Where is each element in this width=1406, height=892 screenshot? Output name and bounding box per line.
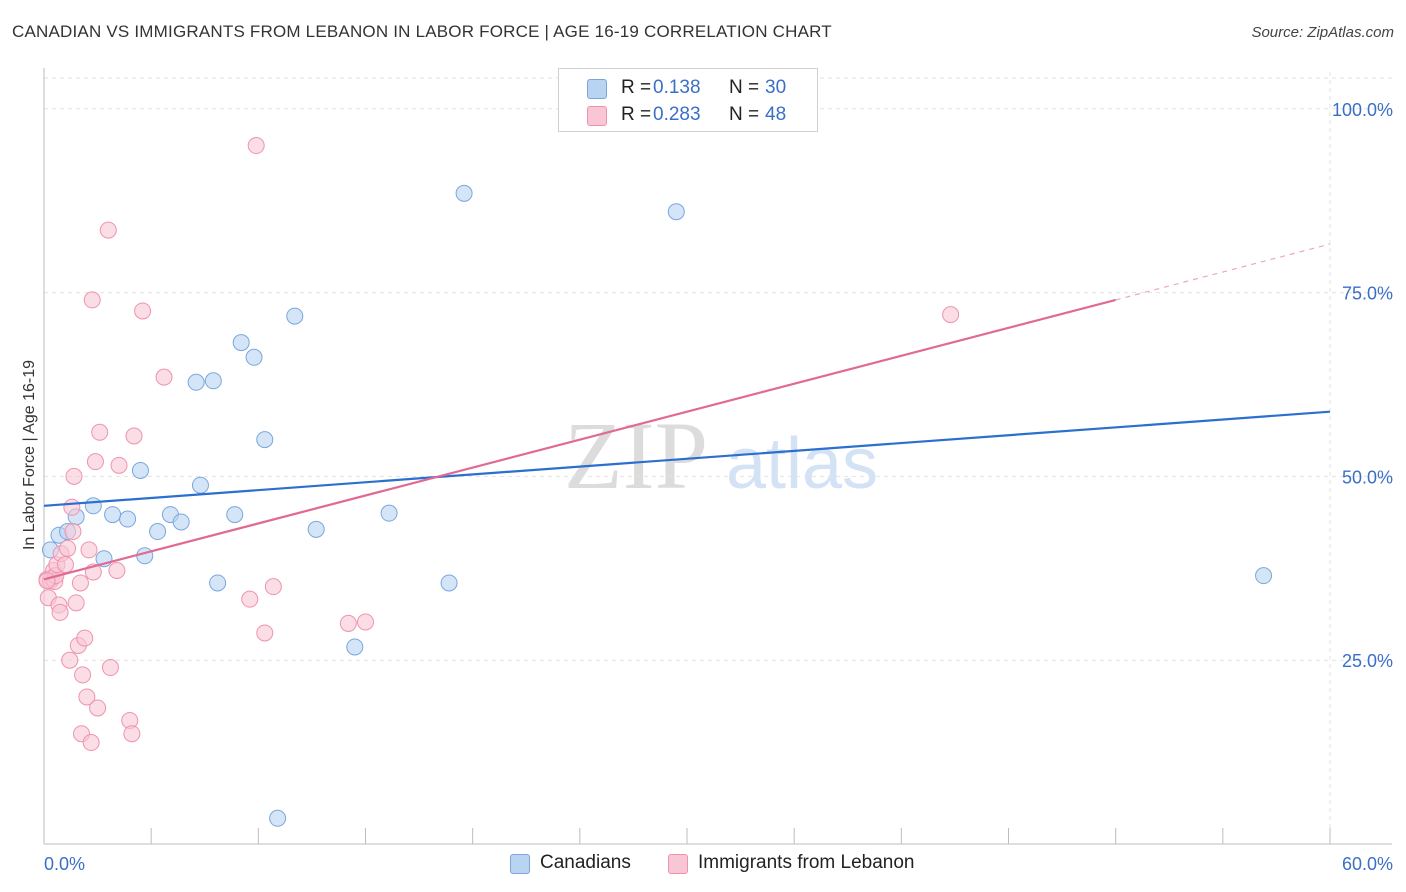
lebanon-point-16 [65, 467, 83, 485]
canadians-point-13 [187, 373, 205, 391]
lebanon-point-40 [247, 137, 265, 155]
canadians-point-20 [256, 431, 274, 449]
lebanon-point-46 [942, 306, 960, 324]
bottom-lebanon-swatch [668, 854, 688, 874]
lebanon-point-34 [110, 456, 128, 474]
lebanon-point-11 [56, 556, 74, 574]
lebanon-point-42 [256, 624, 274, 642]
lebanon-point-19 [71, 574, 89, 592]
canadians-point-4 [84, 497, 102, 515]
lebanon-point-47 [38, 572, 56, 590]
lebanon-point-26 [83, 291, 101, 309]
lebanon-swatch [587, 106, 607, 126]
watermark: ZIP atlas [564, 402, 878, 509]
canadians-point-10 [149, 523, 167, 541]
canadians-point-28 [667, 203, 685, 221]
canadians-n-label: N = [729, 77, 760, 98]
y-tick-label-0: 25.0% [1342, 651, 1393, 671]
lebanon-point-9 [51, 603, 69, 621]
lebanon-point-38 [134, 302, 152, 320]
watermark-zip: ZIP [564, 402, 708, 509]
lebanon-point-45 [357, 613, 374, 631]
y-tick-label-2: 75.0% [1342, 284, 1393, 304]
bottom-canadians-label: Canadians [540, 852, 631, 873]
canadians-point-26 [440, 574, 458, 592]
canadians-point-19 [245, 348, 263, 366]
lebanon-point-41 [241, 590, 259, 608]
canadians-point-12 [172, 513, 190, 531]
canadians-point-8 [131, 461, 149, 479]
lebanon-point-25 [82, 734, 100, 752]
axes [43, 68, 1392, 845]
watermark-atlas: atlas [726, 424, 878, 504]
lebanon-point-33 [108, 561, 126, 579]
lebanon-r-value: 0.283 [653, 104, 701, 125]
canadians-point-7 [119, 510, 137, 528]
canadians-trend-line [43, 410, 1331, 507]
lebanon-point-43 [264, 578, 282, 596]
lebanon-point-31 [99, 221, 117, 239]
lebanon-point-29 [89, 699, 107, 717]
x-tick-label-0: 0.0% [44, 854, 85, 874]
lebanon-point-21 [74, 666, 92, 684]
canadians-r-value: 0.138 [653, 77, 701, 98]
lebanon-n-label: N = [729, 104, 760, 125]
source-label: Source: ZipAtlas.com [1251, 24, 1394, 41]
lebanon-point-13 [61, 651, 79, 669]
lebanon-point-44 [339, 614, 357, 632]
lebanon-point-12 [59, 539, 77, 557]
chart-title: CANADIAN VS IMMIGRANTS FROM LEBANON IN L… [12, 22, 832, 41]
lebanon-trend-line [43, 298, 1116, 581]
canadians-point-18 [232, 334, 250, 352]
lebanon-trend-extension [1115, 243, 1331, 301]
lebanon-point-22 [76, 629, 94, 647]
lebanon-point-24 [80, 541, 98, 559]
canadians-point-21 [269, 809, 287, 827]
lebanon-point-32 [101, 659, 119, 677]
trend-lines [43, 243, 1331, 581]
lebanon-point-15 [64, 523, 82, 541]
data-points [38, 137, 1273, 827]
canadians-point-24 [346, 638, 364, 656]
y-tick-label-3: 100.0% [1332, 100, 1393, 120]
lebanon-point-14 [63, 498, 81, 516]
x-tick-label-1: 60.0% [1342, 854, 1393, 874]
canadians-point-15 [204, 372, 222, 390]
lebanon-n-value: 48 [765, 104, 787, 125]
canadians-point-23 [307, 520, 325, 538]
canadians-point-29 [1255, 567, 1273, 585]
lebanon-point-28 [86, 453, 104, 471]
canadians-r-label: R = [621, 77, 652, 98]
canadians-swatch [587, 79, 607, 99]
canadians-point-9 [136, 547, 154, 565]
canadians-point-22 [286, 307, 304, 325]
tick-labels: 25.0% 50.0% 75.0% 100.0% 0.0% 60.0% [44, 100, 1393, 874]
canadians-point-17 [226, 506, 244, 524]
bottom-canadians-swatch [510, 854, 530, 874]
lebanon-point-17 [67, 594, 85, 612]
canadians-point-6 [104, 506, 122, 524]
lebanon-point-39 [155, 368, 173, 386]
lebanon-point-30 [91, 423, 109, 441]
grid [44, 72, 1392, 844]
lebanon-point-36 [123, 725, 141, 743]
canadians-point-25 [380, 504, 398, 522]
correlation-legend: R = 0.138 N = 30 R = 0.283 N = 48 [558, 68, 818, 132]
lebanon-point-23 [78, 688, 96, 706]
canadians-n-value: 30 [765, 77, 787, 98]
lebanon-r-label: R = [621, 104, 652, 125]
canadians-point-27 [455, 184, 473, 202]
y-tick-label-1: 50.0% [1342, 467, 1393, 487]
canadians-point-14 [191, 476, 209, 494]
lebanon-point-37 [125, 427, 143, 445]
canadians-point-16 [209, 574, 227, 592]
bottom-lebanon-label: Immigrants from Lebanon [698, 852, 915, 873]
